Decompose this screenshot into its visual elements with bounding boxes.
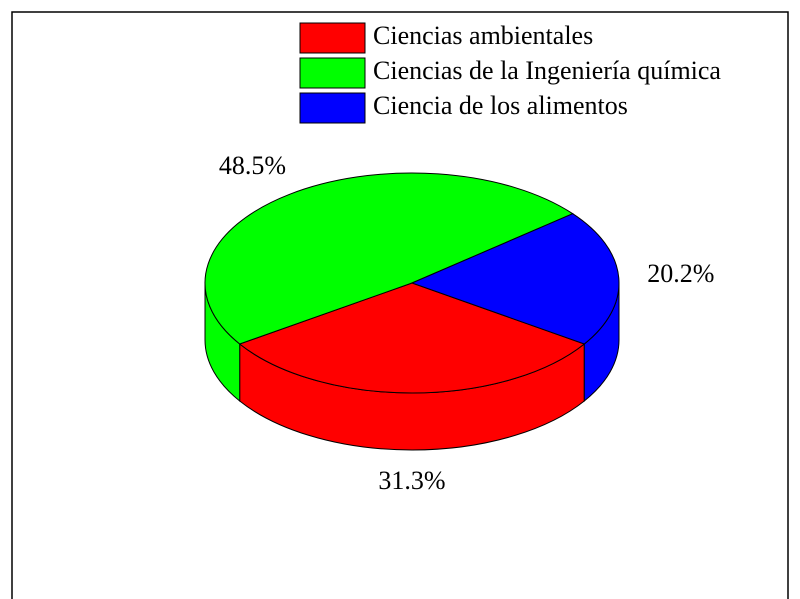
legend-swatch	[299, 22, 366, 54]
legend-label: Ciencias ambientales	[373, 21, 593, 50]
data-label: 48.5%	[219, 151, 286, 180]
pie-slice	[238, 282, 586, 394]
legend: Ciencias ambientales Ciencias de la Ingen…	[299, 21, 721, 124]
legend-label: Ciencias de la Ingeniería química	[373, 56, 721, 85]
legend-swatch	[299, 57, 366, 89]
legend-label: Ciencia de los alimentos	[373, 91, 628, 120]
frame	[11, 11, 789, 599]
data-label: 20.2%	[647, 259, 714, 288]
pie-slice	[204, 172, 574, 345]
data-labels: 31.3% 48.5% 20.2%	[219, 151, 715, 495]
pie-tops	[204, 172, 620, 394]
legend-swatch	[299, 92, 366, 124]
pie-slice	[410, 213, 620, 345]
data-label: 31.3%	[378, 466, 445, 495]
